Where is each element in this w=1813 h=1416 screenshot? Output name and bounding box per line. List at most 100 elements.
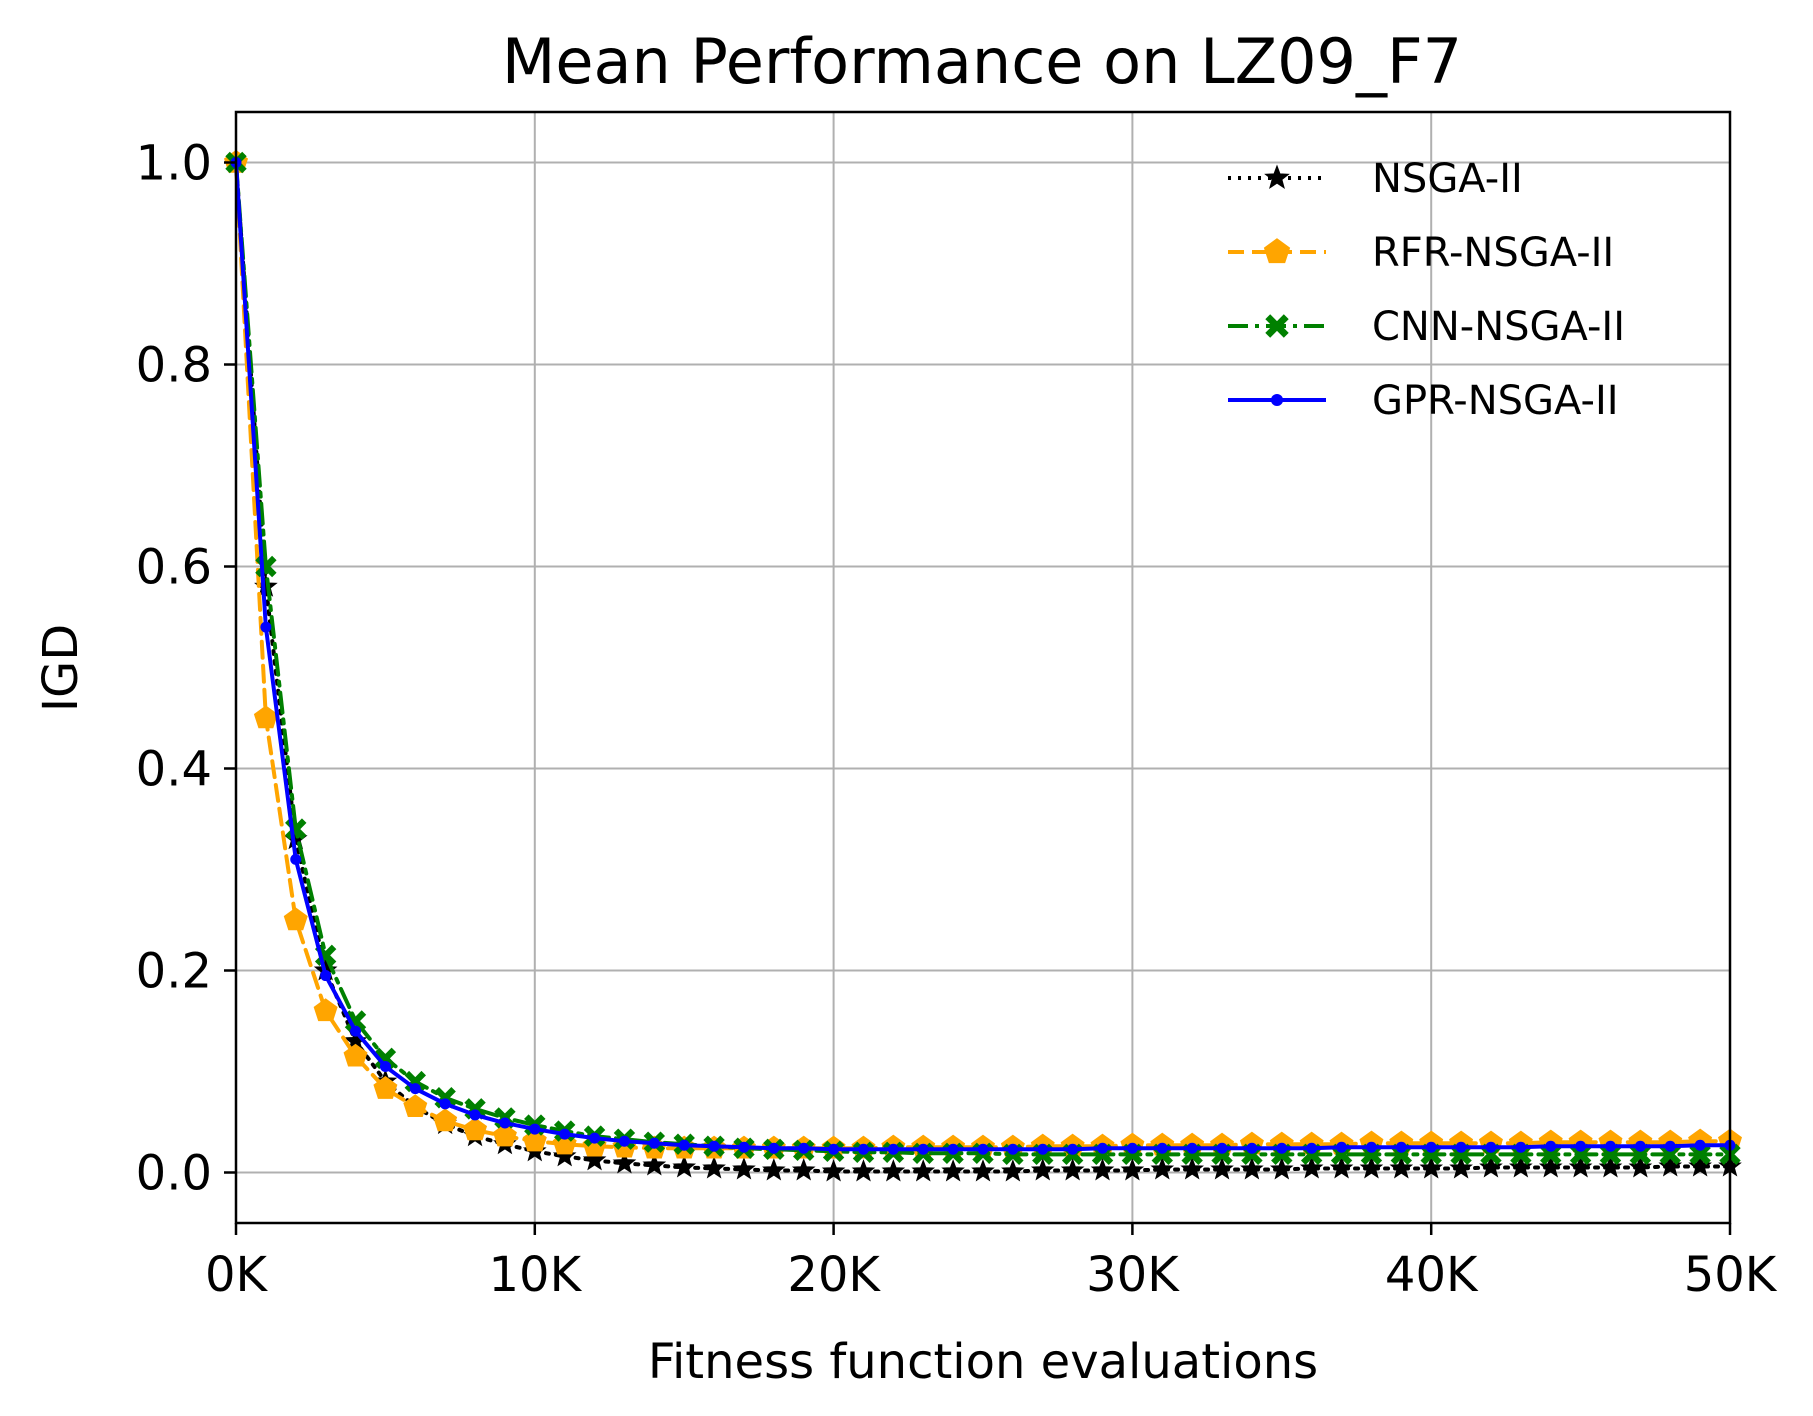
data-point <box>702 1156 726 1179</box>
data-point <box>350 1025 362 1037</box>
data-point <box>1067 1143 1079 1155</box>
data-point <box>1365 1141 1377 1153</box>
data-point <box>433 1108 458 1132</box>
data-point <box>1664 1140 1676 1152</box>
data-point <box>589 1132 601 1144</box>
legend-marker <box>1265 314 1289 338</box>
y-tick-label: 0.0 <box>136 1146 212 1202</box>
data-point <box>828 1143 840 1155</box>
data-point <box>343 1043 368 1067</box>
data-point <box>1186 1142 1198 1154</box>
data-point <box>1150 1157 1175 1180</box>
y-axis-label: IGD <box>33 624 89 712</box>
data-point <box>283 907 308 931</box>
x-tick-label: 20K <box>787 1247 881 1303</box>
data-point <box>1037 1143 1049 1155</box>
legend-item: GPR-NSGA-II <box>1228 378 1619 424</box>
data-point <box>612 1150 637 1174</box>
data-point <box>1120 1158 1145 1181</box>
data-point <box>1216 1142 1228 1154</box>
data-point <box>409 1083 421 1095</box>
data-point <box>1389 1156 1414 1179</box>
y-tick-label: 0.8 <box>136 338 212 394</box>
data-point <box>851 1159 876 1182</box>
data-point <box>798 1142 810 1154</box>
data-point <box>499 1117 511 1129</box>
data-point <box>768 1142 780 1154</box>
data-point <box>1240 1157 1264 1180</box>
data-point <box>971 1159 995 1182</box>
data-point <box>1306 1142 1318 1154</box>
data-point <box>1485 1141 1497 1153</box>
x-axis-label: Fitness function evaluations <box>648 1334 1318 1390</box>
data-point <box>1545 1140 1557 1152</box>
data-point <box>1001 1159 1025 1182</box>
data-point <box>618 1135 630 1147</box>
data-point <box>791 1158 816 1181</box>
y-tick-label: 0.2 <box>136 944 212 1000</box>
data-point <box>821 1159 846 1182</box>
data-point <box>1097 1142 1109 1154</box>
x-tick-label: 50K <box>1684 1247 1778 1303</box>
data-point <box>648 1137 660 1149</box>
data-point <box>1449 1156 1473 1179</box>
data-point <box>260 621 272 633</box>
legend-label: CNN-NSGA-II <box>1372 304 1625 350</box>
data-point <box>1538 1155 1563 1178</box>
data-point <box>1604 1140 1616 1152</box>
x-tick-label: 0K <box>205 1247 269 1303</box>
data-point <box>947 1143 959 1155</box>
plot-area-frame <box>234 110 1732 1225</box>
data-point <box>941 1159 965 1182</box>
data-point <box>403 1094 428 1118</box>
data-point <box>732 1157 756 1180</box>
data-point <box>881 1159 906 1182</box>
data-point <box>469 1109 481 1121</box>
data-point <box>439 1098 451 1110</box>
data-point <box>1598 1155 1623 1178</box>
data-point <box>1419 1156 1444 1179</box>
data-point <box>1007 1143 1019 1155</box>
data-point <box>1395 1141 1407 1153</box>
legend-label: GPR-NSGA-II <box>1372 378 1619 424</box>
data-point <box>1455 1141 1467 1153</box>
data-point <box>463 1117 488 1141</box>
legend: NSGA-II RFR-NSGA-II CNN-NSGA-II GPR-NSGA-II <box>1228 156 1625 424</box>
data-point <box>1246 1142 1258 1154</box>
legend-item: RFR-NSGA-II <box>1228 230 1614 276</box>
data-point <box>1575 1140 1587 1152</box>
series-gpr-nsga-ii <box>230 157 1736 1155</box>
data-point <box>708 1140 720 1152</box>
legend-label: NSGA-II <box>1372 156 1523 202</box>
data-point <box>642 1153 667 1176</box>
x-tick-label: 30K <box>1086 1247 1180 1303</box>
data-point <box>1156 1142 1168 1154</box>
data-point <box>887 1143 899 1155</box>
data-point <box>1329 1156 1354 1179</box>
x-axis-ticks: 0K 10K 20K 30K 40K 50K <box>205 1223 1778 1303</box>
series-layer <box>224 149 1742 1182</box>
legend-label: RFR-NSGA-II <box>1372 230 1614 276</box>
data-point <box>1060 1158 1085 1181</box>
data-point <box>320 970 332 982</box>
data-point <box>917 1143 929 1155</box>
data-point <box>1628 1155 1653 1178</box>
chart-title: Mean Performance on LZ09_F7 <box>502 25 1462 98</box>
data-point <box>672 1155 697 1178</box>
data-point <box>1568 1155 1593 1178</box>
data-point <box>1509 1155 1533 1178</box>
data-point <box>1090 1158 1115 1181</box>
data-point <box>857 1143 869 1155</box>
data-point <box>738 1141 750 1153</box>
data-point <box>1126 1142 1138 1154</box>
x-tick-label: 40K <box>1385 1247 1479 1303</box>
x-tick-label: 10K <box>489 1247 583 1303</box>
y-tick-label: 1.0 <box>136 136 212 192</box>
data-point <box>1336 1141 1348 1153</box>
data-point <box>1030 1158 1055 1181</box>
data-point <box>1515 1141 1527 1153</box>
data-point <box>1180 1157 1204 1180</box>
legend-item: CNN-NSGA-II <box>1228 304 1625 350</box>
data-point <box>762 1158 786 1181</box>
